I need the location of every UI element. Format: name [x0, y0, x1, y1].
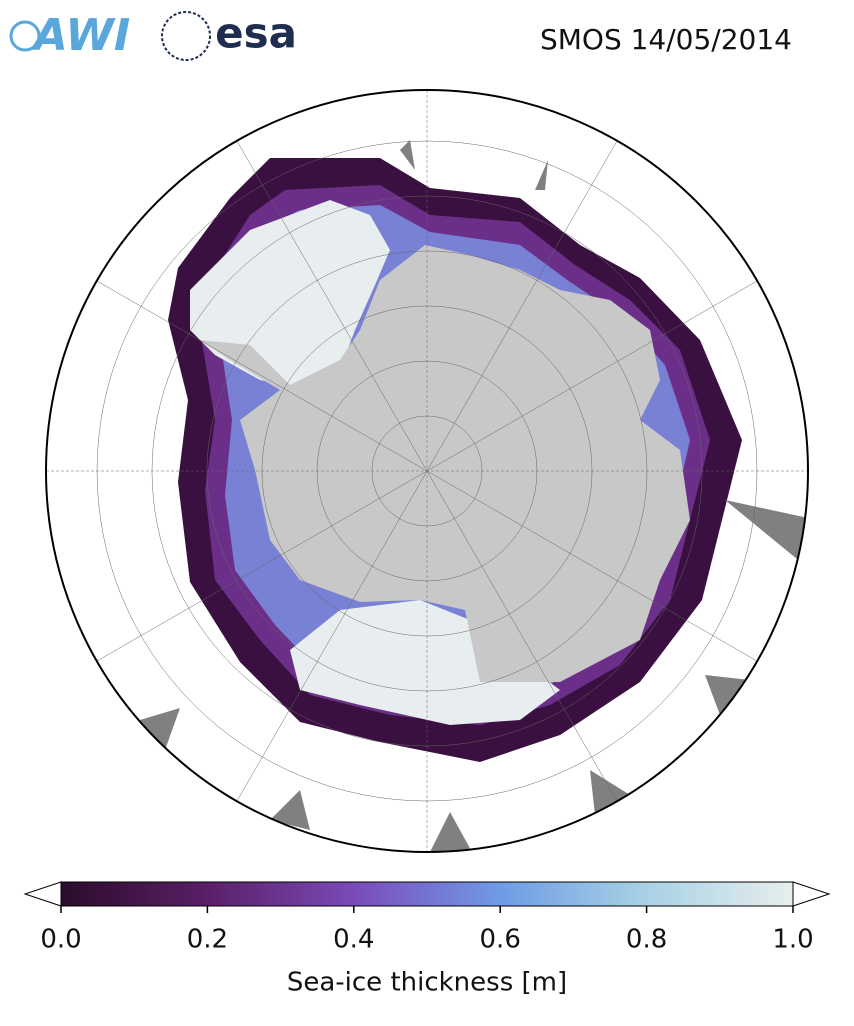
- graticule: [46, 90, 808, 852]
- antarctica: [200, 245, 690, 682]
- colorbar-tick-label: 1.0: [772, 925, 813, 955]
- ross-thick-ice: [290, 600, 560, 725]
- awi-logo-text: AWI: [31, 10, 131, 61]
- weddell-thick-ice: [190, 200, 390, 388]
- map-boundary: [45, 89, 809, 853]
- colorbar-tick-label: 0.0: [40, 925, 81, 955]
- esa-logo: esa: [161, 9, 297, 61]
- colorbar-scale: [60, 881, 794, 907]
- colorbar-extend-high: [792, 881, 831, 907]
- map-title: SMOS 14/05/2014: [540, 23, 792, 56]
- map: [46, 90, 808, 852]
- land-fragments: [140, 140, 808, 852]
- colorbar-tick-label: 0.4: [333, 925, 374, 955]
- colorbar-tick-label: 0.6: [480, 925, 521, 955]
- esa-logo-text: esa: [215, 9, 297, 58]
- colorbar-extend-low: [23, 881, 62, 907]
- colorbar-tick-label: 0.2: [187, 925, 228, 955]
- awi-logo: AWI: [9, 10, 131, 61]
- colorbar-label: Sea-ice thickness [m]: [287, 968, 567, 998]
- colorbar: Sea-ice thickness [m] 0.0 0.2 0.4 0.6 0.8 1.0: [23, 881, 831, 998]
- colorbar-tick-label: 0.8: [626, 925, 667, 955]
